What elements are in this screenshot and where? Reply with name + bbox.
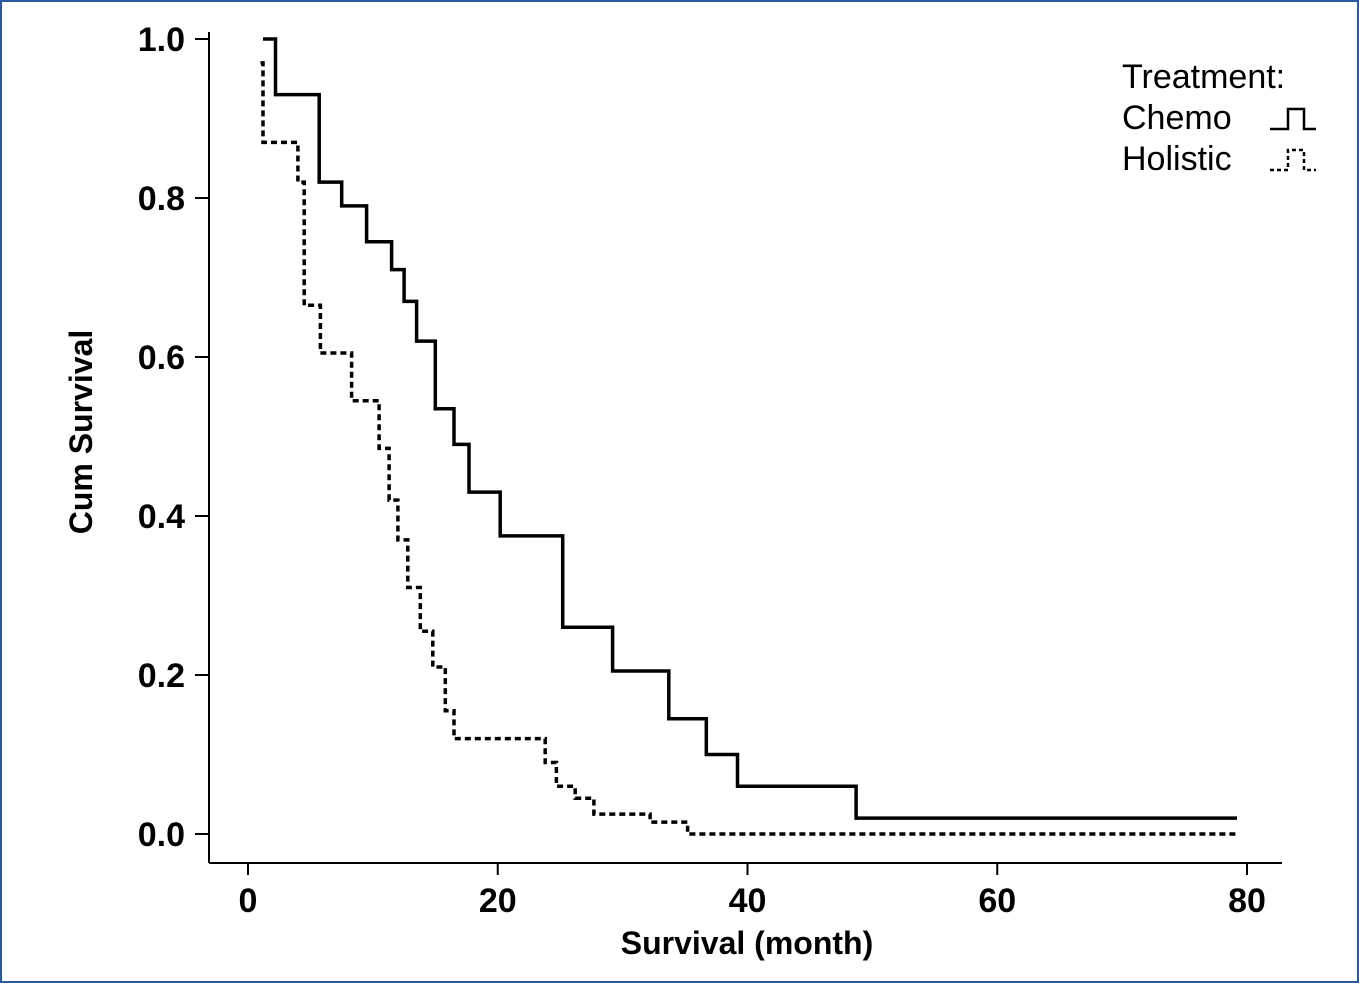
legend: Treatment: Chemo Holistic	[1122, 58, 1316, 178]
y-tick-label: 1.0	[138, 21, 185, 59]
y-tick-label: 0.0	[138, 816, 185, 854]
series-layer	[260, 37, 1237, 836]
legend-title: Treatment:	[1122, 58, 1285, 96]
axes	[208, 32, 1282, 864]
legend-label-holistic: Holistic	[1122, 140, 1232, 178]
y-tick-label: 0.2	[138, 657, 185, 695]
x-axis-ticks: 0 20 40 60 80	[239, 863, 1266, 920]
y-axis-title: Cum Survival	[63, 330, 99, 535]
y-axis-ticks: 0.0 0.2 0.4 0.6 0.8 1.0	[138, 21, 209, 854]
y-tick-label: 0.8	[138, 180, 185, 218]
series-line-chemo	[263, 37, 1237, 820]
x-tick-label: 40	[729, 882, 767, 920]
legend-swatch-holistic	[1270, 148, 1316, 172]
x-tick-label: 0	[239, 882, 258, 920]
legend-swatch-chemo	[1270, 107, 1316, 131]
x-tick-label: 80	[1228, 882, 1266, 920]
legend-label-chemo: Chemo	[1122, 99, 1232, 137]
x-tick-label: 60	[978, 882, 1016, 920]
y-tick-label: 0.4	[138, 498, 185, 536]
series-line-holistic	[260, 61, 1237, 836]
x-axis-title: Survival (month)	[621, 925, 873, 961]
y-tick-label: 0.6	[138, 339, 185, 377]
x-tick-label: 20	[479, 882, 517, 920]
